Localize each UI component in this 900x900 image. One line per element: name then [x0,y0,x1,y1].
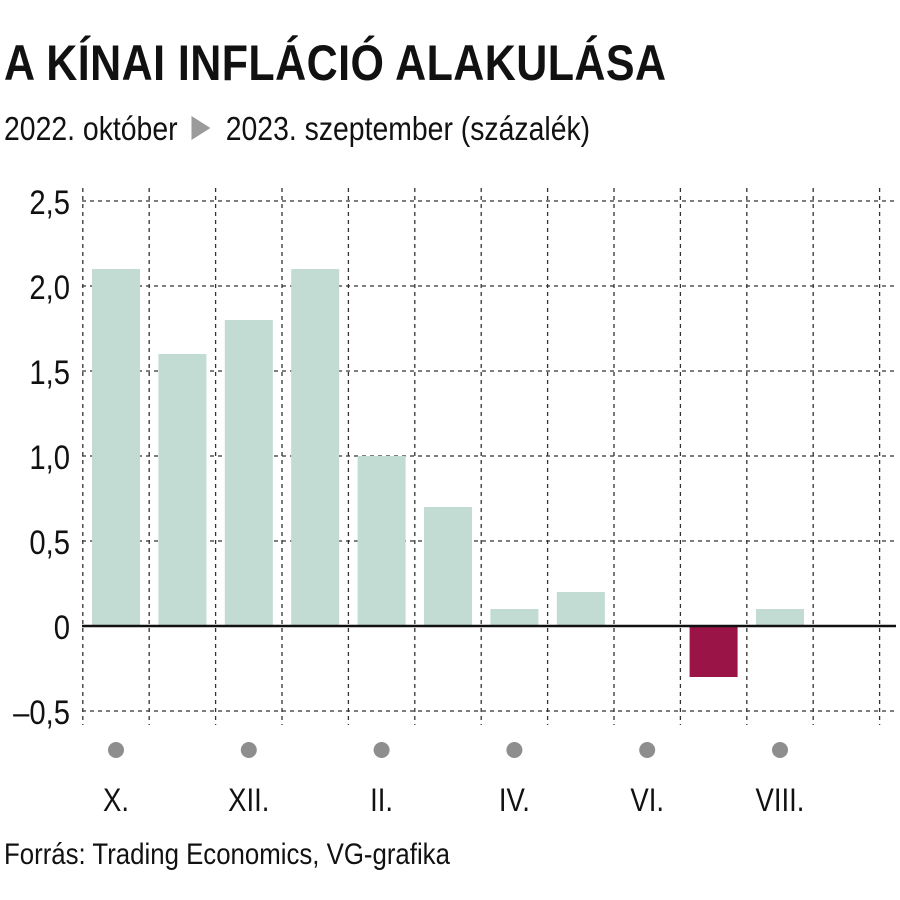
x-tick-label: XII. [228,783,269,818]
bar-X [92,269,140,626]
y-tick-label: 1,5 [29,353,70,392]
source-note: Forrás: Trading Economics, VG-grafika [4,838,450,871]
subtitle-from: 2022. október [4,110,178,147]
chart-subtitle: 2022. október 2023. szeptember (százalék) [4,110,590,148]
x-tick-label: X. [103,783,129,818]
bar-III [424,507,472,626]
bar-V [556,592,605,626]
bar-II [357,456,406,626]
bar-VIII [756,609,804,626]
month-marker-dot [240,742,257,758]
month-marker-dot [639,742,656,758]
x-tick-label: VIII. [756,783,805,818]
month-marker-dot [373,742,390,758]
x-tick-label: IV. [499,783,530,818]
month-marker-dot [108,742,124,758]
x-tick-label: VI. [630,783,664,818]
subtitle-to: 2023. szeptember (százalék) [225,110,591,147]
bar-VII [689,626,738,677]
month-marker-dot [772,742,788,758]
play-arrow-icon [191,116,211,141]
bar-XII [224,320,273,626]
y-tick-label: 2,5 [29,183,70,222]
bar-XI [158,354,207,626]
inflation-bar-chart: 2,5 2,0 1,5 1,0 0,5 0 –0,5 X. XII. II. IV. VI. VIII. [13,183,896,819]
y-tick-label: –0,5 [13,693,70,732]
bar-IV [490,609,539,626]
y-tick-label: 1,0 [29,438,70,477]
y-tick-label: 2,0 [29,268,70,307]
month-marker-dot [506,742,523,758]
bar-I [291,269,340,626]
chart-title: A KÍNAI INFLÁCIÓ ALAKULÁSA [4,35,667,91]
y-tick-label: 0,5 [29,523,70,562]
x-tick-label: II. [370,783,393,818]
y-tick-label: 0 [54,608,70,647]
